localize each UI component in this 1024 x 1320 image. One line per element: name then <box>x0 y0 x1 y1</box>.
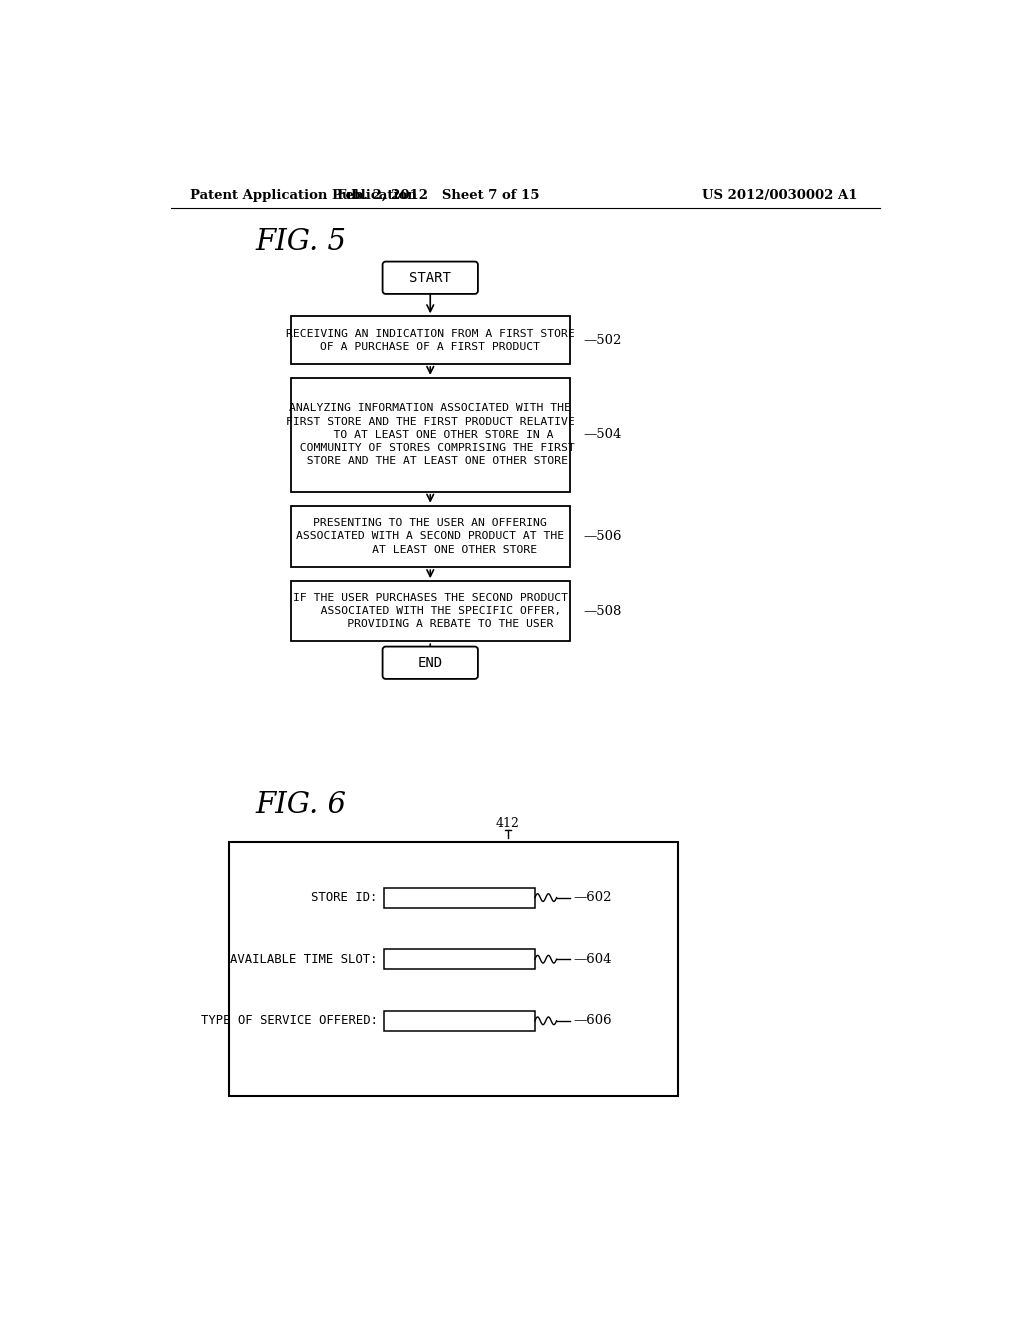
Text: PRESENTING TO THE USER AN OFFERING
ASSOCIATED WITH A SECOND PRODUCT AT THE
     : PRESENTING TO THE USER AN OFFERING ASSOC… <box>296 519 564 554</box>
Text: RECEIVING AN INDICATION FROM A FIRST STORE
OF A PURCHASE OF A FIRST PRODUCT: RECEIVING AN INDICATION FROM A FIRST STO… <box>286 329 574 351</box>
FancyBboxPatch shape <box>384 949 535 969</box>
Text: TYPE OF SERVICE OFFERED:: TYPE OF SERVICE OFFERED: <box>201 1014 378 1027</box>
FancyBboxPatch shape <box>384 1011 535 1031</box>
FancyBboxPatch shape <box>228 842 678 1096</box>
Text: IF THE USER PURCHASES THE SECOND PRODUCT
   ASSOCIATED WITH THE SPECIFIC OFFER,
: IF THE USER PURCHASES THE SECOND PRODUCT… <box>293 593 567 630</box>
Text: US 2012/0030002 A1: US 2012/0030002 A1 <box>701 189 857 202</box>
Text: —508: —508 <box>584 605 622 618</box>
Text: —602: —602 <box>573 891 612 904</box>
Text: —506: —506 <box>584 529 623 543</box>
Text: —606: —606 <box>573 1014 612 1027</box>
Text: Patent Application Publication: Patent Application Publication <box>190 189 417 202</box>
Text: STORE ID:: STORE ID: <box>311 891 378 904</box>
Text: START: START <box>410 271 452 285</box>
Text: AVAILABLE TIME SLOT:: AVAILABLE TIME SLOT: <box>230 953 378 966</box>
Text: —502: —502 <box>584 334 622 347</box>
Text: —604: —604 <box>573 953 612 966</box>
Text: Feb. 2, 2012   Sheet 7 of 15: Feb. 2, 2012 Sheet 7 of 15 <box>337 189 540 202</box>
FancyBboxPatch shape <box>384 887 535 908</box>
FancyBboxPatch shape <box>291 378 569 492</box>
FancyBboxPatch shape <box>291 317 569 364</box>
FancyBboxPatch shape <box>383 261 478 294</box>
Text: FIG. 5: FIG. 5 <box>256 227 347 256</box>
FancyBboxPatch shape <box>291 506 569 568</box>
FancyBboxPatch shape <box>383 647 478 678</box>
Text: END: END <box>418 656 442 669</box>
Text: 412: 412 <box>496 817 520 830</box>
Text: —504: —504 <box>584 428 622 441</box>
Text: FIG. 6: FIG. 6 <box>256 791 347 820</box>
FancyBboxPatch shape <box>291 581 569 642</box>
Text: ANALYZING INFORMATION ASSOCIATED WITH THE
FIRST STORE AND THE FIRST PRODUCT RELA: ANALYZING INFORMATION ASSOCIATED WITH TH… <box>286 404 574 466</box>
